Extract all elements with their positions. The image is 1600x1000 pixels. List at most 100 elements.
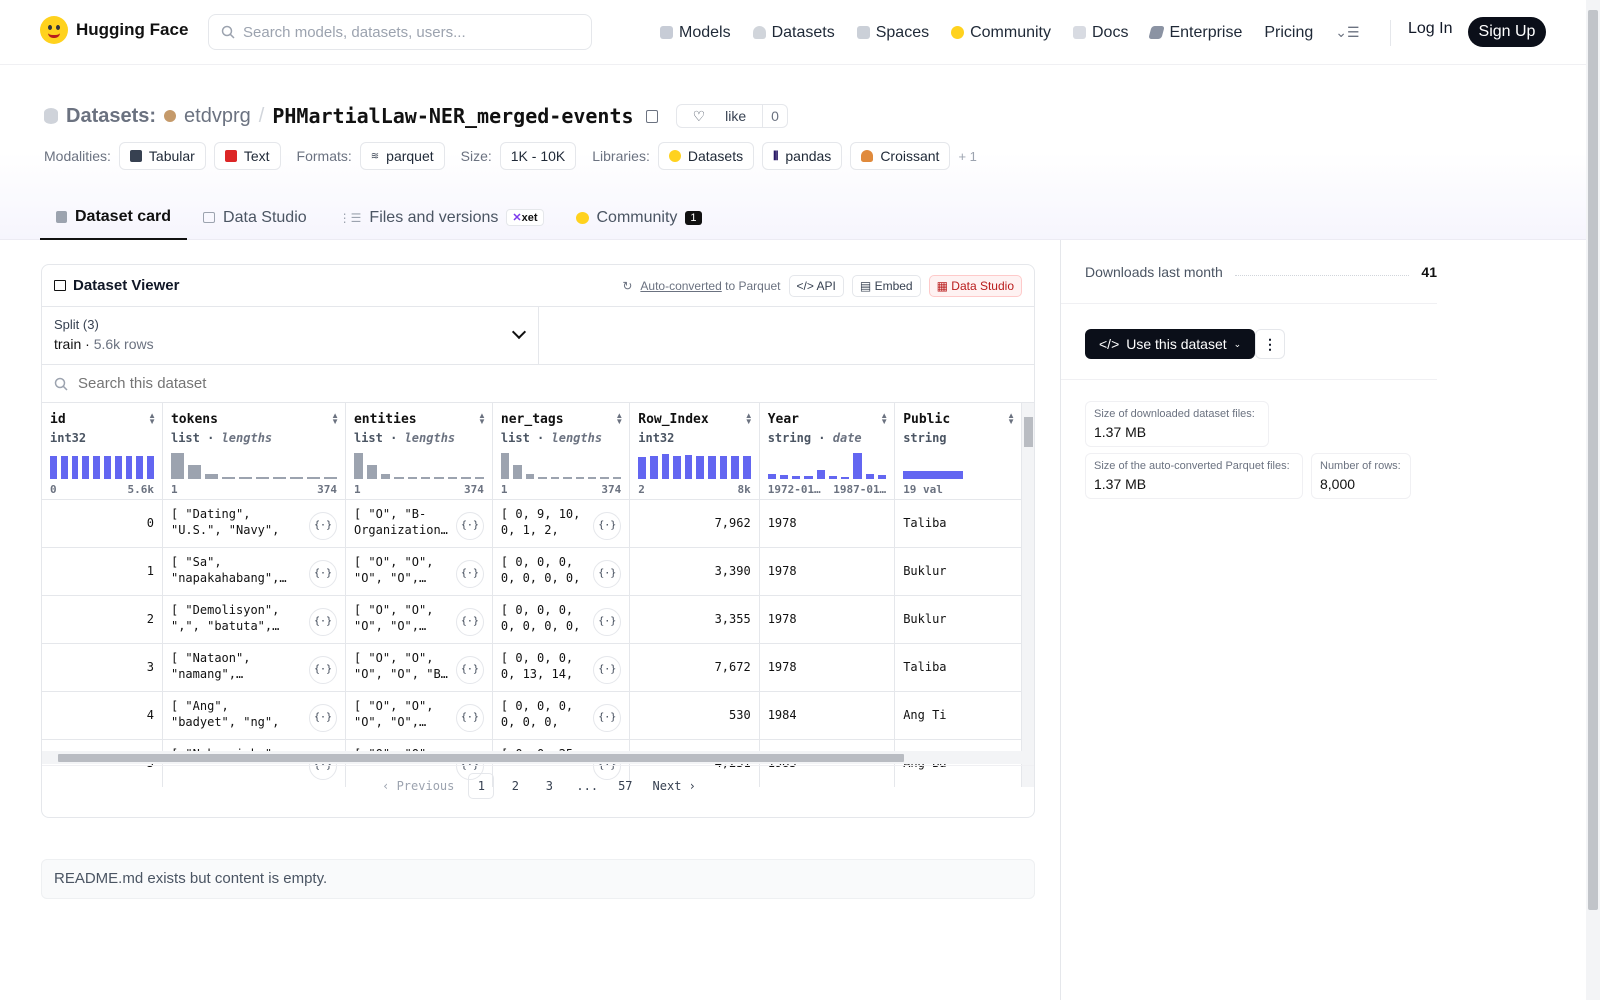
histogram-bar[interactable] bbox=[103, 456, 111, 479]
histogram-bar[interactable] bbox=[525, 474, 535, 479]
histogram-bar[interactable] bbox=[434, 477, 444, 479]
histogram-bar[interactable] bbox=[187, 465, 201, 479]
copy-icon[interactable] bbox=[645, 109, 658, 123]
nav-community[interactable]: Community bbox=[951, 24, 1051, 42]
histogram-bar[interactable] bbox=[114, 456, 122, 479]
expand-json-icon[interactable]: {·} bbox=[308, 511, 337, 540]
histogram-bar[interactable] bbox=[661, 454, 670, 479]
histogram-bar[interactable] bbox=[696, 456, 705, 479]
table-row[interactable]: 2[ "Demolisyon", ",", "batuta",… {·}[ "O"… bbox=[42, 595, 1022, 644]
histogram-bar[interactable] bbox=[743, 456, 751, 479]
histogram-bar[interactable] bbox=[804, 476, 813, 479]
histogram-bar[interactable] bbox=[221, 477, 235, 479]
column-header-4[interactable]: Row_Index ▲ ▼ int32 2 8k bbox=[629, 403, 760, 500]
histogram-bar[interactable] bbox=[673, 456, 681, 479]
histogram-bar[interactable] bbox=[367, 465, 377, 479]
expand-json-icon[interactable]: {·} bbox=[455, 703, 484, 732]
tab-files[interactable]: ⋮☰ Files and versions ✕xet bbox=[323, 195, 560, 240]
histogram-bar[interactable] bbox=[255, 477, 269, 479]
more-options-icon[interactable]: ⋮ bbox=[1255, 329, 1285, 359]
histogram-bar[interactable] bbox=[513, 465, 522, 479]
histogram-bar[interactable] bbox=[289, 477, 303, 479]
data-studio-button[interactable]: ▦ Data Studio bbox=[928, 274, 1022, 297]
histogram-bar[interactable] bbox=[587, 477, 597, 479]
histogram-bar[interactable] bbox=[380, 474, 391, 479]
expand-json-icon[interactable]: {·} bbox=[455, 559, 484, 588]
use-this-dataset-button[interactable]: </> Use this dataset ⌄ bbox=[1085, 329, 1256, 359]
global-search[interactable] bbox=[208, 14, 592, 50]
page-3-button[interactable]: 3 bbox=[545, 778, 553, 793]
expand-json-icon[interactable]: {·} bbox=[455, 511, 484, 540]
histogram-bar[interactable] bbox=[779, 475, 789, 479]
sort-icon[interactable]: ▲ ▼ bbox=[880, 411, 889, 426]
expand-json-icon[interactable]: {·} bbox=[455, 607, 484, 636]
histogram-bar[interactable] bbox=[50, 456, 57, 479]
histogram-bar[interactable] bbox=[71, 456, 79, 479]
histogram-bar[interactable] bbox=[638, 457, 646, 479]
expand-json-icon[interactable]: {·} bbox=[455, 655, 484, 684]
expand-json-icon[interactable]: {·} bbox=[593, 655, 622, 684]
page-scrollbar[interactable] bbox=[1586, 0, 1600, 1000]
expand-json-icon[interactable]: {·} bbox=[308, 607, 337, 636]
column-header-5[interactable]: Year ▲ ▼ string · date 1972-01… 1987-01… bbox=[759, 403, 896, 500]
page-1-button[interactable]: 1 bbox=[468, 772, 495, 799]
table-row[interactable]: 0[ "Dating", "U.S.", "Navy", "si",…{·}[ … bbox=[42, 499, 1022, 548]
more-menu-icon[interactable]: ⌄☰ bbox=[1335, 24, 1360, 40]
owner-link[interactable]: etdvprg bbox=[184, 104, 251, 127]
histogram-bar[interactable] bbox=[708, 456, 716, 479]
search-input[interactable] bbox=[243, 23, 573, 41]
histogram-bar[interactable] bbox=[204, 474, 218, 479]
split-selector[interactable]: Split (3) train · 5.6k rows bbox=[42, 307, 539, 364]
histogram-bar[interactable] bbox=[147, 456, 154, 479]
library-croissant[interactable]: Croissant bbox=[850, 142, 951, 170]
horizontal-scrollbar[interactable] bbox=[42, 751, 1022, 764]
histogram-bar[interactable] bbox=[731, 456, 740, 479]
embed-button[interactable]: ▤ Embed bbox=[851, 274, 921, 297]
api-button[interactable]: </> API bbox=[788, 274, 844, 297]
histogram-bar[interactable] bbox=[60, 456, 68, 479]
libraries-more[interactable]: + 1 bbox=[958, 148, 977, 164]
modality-text[interactable]: Text bbox=[213, 142, 281, 170]
histogram-bar[interactable] bbox=[420, 477, 431, 479]
histogram-bar[interactable] bbox=[272, 477, 286, 479]
histogram-bar[interactable] bbox=[353, 453, 364, 479]
nav-models[interactable]: Models bbox=[660, 24, 731, 42]
table-row[interactable]: 4[ "Ang", "badyet", "ng", "militar",… {·}… bbox=[42, 691, 1022, 740]
auto-converted-info[interactable]: Auto-converted to Parquet bbox=[640, 279, 780, 293]
section-label[interactable]: Datasets: bbox=[66, 104, 157, 127]
next-page-button[interactable]: Next › bbox=[652, 778, 696, 793]
histogram-bar[interactable] bbox=[600, 477, 609, 479]
nav-docs[interactable]: Docs bbox=[1073, 24, 1128, 42]
histogram-bar[interactable] bbox=[612, 477, 622, 479]
nav-enterprise[interactable]: Enterprise bbox=[1148, 24, 1242, 42]
table-row[interactable]: 3[ "Nataon", "namang",… {·}[ "O", "O", "O… bbox=[42, 643, 1022, 692]
tab-data-studio[interactable]: Data Studio bbox=[187, 195, 323, 240]
size-chip[interactable]: 1K - 10K bbox=[499, 142, 577, 170]
histogram-bar[interactable] bbox=[474, 477, 484, 479]
format-parquet[interactable]: ≋ parquet bbox=[359, 142, 445, 170]
histogram-bar[interactable] bbox=[719, 456, 728, 479]
expand-json-icon[interactable]: {·} bbox=[308, 655, 337, 684]
histogram-bar[interactable] bbox=[323, 477, 337, 479]
previous-page-button[interactable]: ‹ Previous bbox=[382, 778, 455, 793]
sort-icon[interactable]: ▲ ▼ bbox=[1007, 411, 1015, 426]
page-57-button[interactable]: 57 bbox=[618, 778, 633, 793]
histogram-bar[interactable] bbox=[684, 455, 693, 479]
histogram-bar[interactable] bbox=[238, 477, 252, 479]
expand-json-icon[interactable]: {·} bbox=[593, 607, 622, 636]
tab-community[interactable]: Community 1 bbox=[560, 195, 718, 240]
histogram-bar[interactable] bbox=[93, 456, 100, 479]
nav-pricing[interactable]: Pricing bbox=[1264, 24, 1313, 42]
histogram-bar[interactable] bbox=[841, 477, 850, 479]
column-header-0[interactable]: id ▲ ▼ int32 0 5.6k bbox=[42, 403, 163, 500]
histogram-bar[interactable] bbox=[550, 477, 560, 479]
expand-json-icon[interactable]: {·} bbox=[593, 559, 622, 588]
column-header-3[interactable]: ner_tags ▲ ▼ list · lengths 1 374 bbox=[492, 403, 631, 500]
histogram-bar[interactable] bbox=[877, 475, 887, 479]
sort-icon[interactable]: ▲ ▼ bbox=[331, 411, 339, 426]
histogram-bar[interactable] bbox=[575, 477, 584, 479]
nav-spaces[interactable]: Spaces bbox=[856, 24, 929, 42]
sort-icon[interactable]: ▲ ▼ bbox=[477, 411, 486, 426]
histogram-bar[interactable] bbox=[500, 453, 510, 479]
histogram-bar[interactable] bbox=[82, 456, 90, 479]
